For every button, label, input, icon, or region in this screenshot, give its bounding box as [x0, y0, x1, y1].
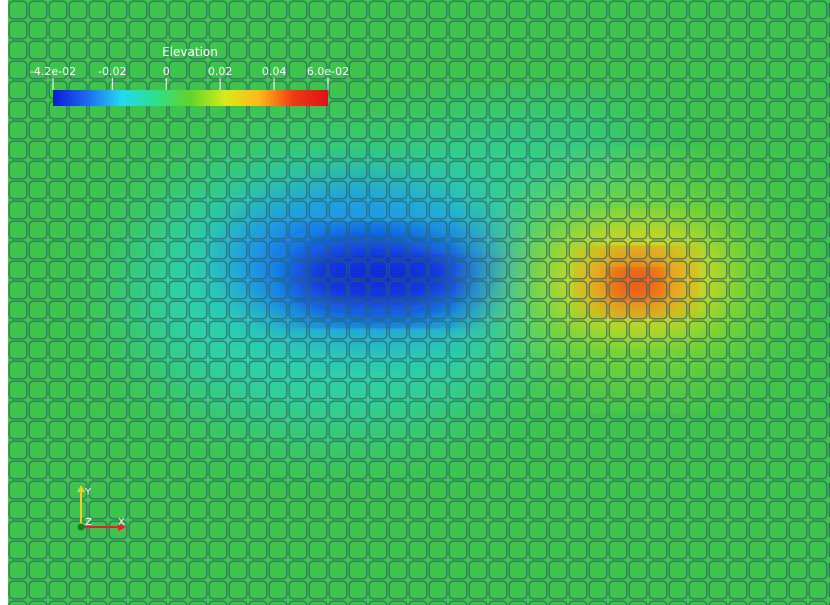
scalar-bar-tick-label: -4.2e-02	[30, 65, 76, 78]
x-axis-label: X	[118, 517, 125, 528]
scalar-bar-title: Elevation	[162, 45, 218, 59]
scalar-bar-tick-label: 0.04	[262, 65, 287, 78]
z-axis-label: Z	[85, 517, 92, 528]
scalar-bar-legend[interactable]: Elevation -4.2e-02 -0.02 0 0.02 0.04 6.0e-02	[30, 45, 349, 106]
axis-origin-icon	[77, 523, 85, 531]
scalar-bar-tick-label: 0.02	[208, 65, 233, 78]
scalar-bar-gradient	[53, 90, 328, 106]
orientation-axes: Y X Z	[77, 485, 126, 531]
y-axis-arrow-icon	[77, 485, 85, 492]
elevation-mesh-render[interactable]: Elevation -4.2e-02 -0.02 0 0.02 0.04 6.0e-02 …	[8, 0, 830, 605]
y-axis-label: Y	[84, 487, 92, 498]
scalar-bar-ticks: -4.2e-02 -0.02 0 0.02 0.04 6.0e-02	[30, 65, 349, 90]
scalar-bar-tick-label: 0	[163, 65, 170, 78]
scalar-bar-tick-label: 6.0e-02	[307, 65, 349, 78]
scalar-bar-tick-label: -0.02	[98, 65, 126, 78]
render-viewport[interactable]: Elevation -4.2e-02 -0.02 0 0.02 0.04 6.0e-02 …	[8, 0, 830, 605]
x-axis-arrow-icon	[118, 523, 126, 531]
